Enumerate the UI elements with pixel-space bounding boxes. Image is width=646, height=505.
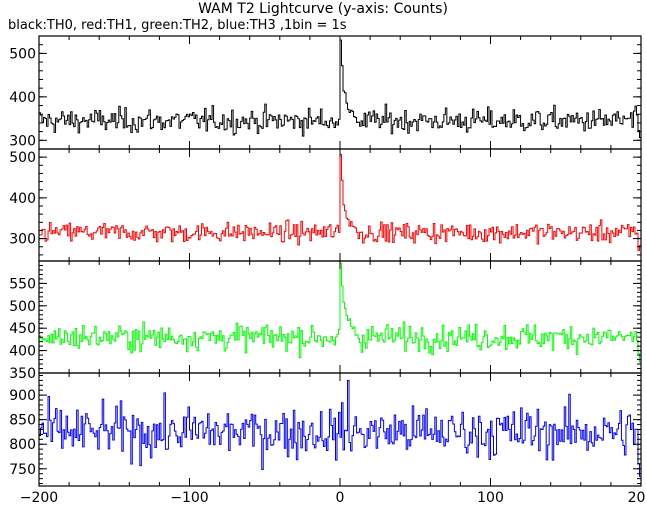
series-TH3 [39, 379, 641, 477]
y-tick-label-TH2-450: 450 [9, 321, 36, 337]
y-tick-label-TH3-900: 900 [9, 388, 36, 404]
series-TH0 [39, 39, 641, 138]
y-tick-label-TH2-350: 350 [9, 366, 36, 382]
chart-subtitle: black:TH0, red:TH1, green:TH2, blue:TH3 … [8, 18, 347, 33]
y-tick-label-TH0-500: 500 [9, 46, 36, 62]
x-tick-label-100: 100 [477, 490, 504, 505]
x-tick-label--200: −200 [20, 490, 58, 505]
y-tick-label-TH3-850: 850 [9, 413, 36, 429]
series-TH1 [39, 154, 641, 252]
y-tick-label-TH1-400: 400 [9, 191, 36, 207]
y-tick-label-TH3-750: 750 [9, 462, 36, 478]
y-tick-label-TH2-550: 550 [9, 276, 36, 292]
chart-title: WAM T2 Lightcurve (y-axis: Counts) [198, 1, 448, 17]
y-tick-label-TH1-500: 500 [9, 150, 36, 166]
x-tick-label-0: 0 [336, 490, 345, 505]
y-tick-label-TH2-500: 500 [9, 299, 36, 315]
y-tick-label-TH3-800: 800 [9, 437, 36, 453]
x-tick-label--100: −100 [170, 490, 208, 505]
x-tick-label-200: 200 [628, 490, 646, 505]
y-tick-label-TH1-300: 300 [9, 232, 36, 248]
series-TH2 [39, 262, 641, 363]
y-tick-label-TH2-400: 400 [9, 344, 36, 360]
y-tick-label-TH0-400: 400 [9, 90, 36, 106]
y-tick-label-TH0-300: 300 [9, 133, 36, 149]
